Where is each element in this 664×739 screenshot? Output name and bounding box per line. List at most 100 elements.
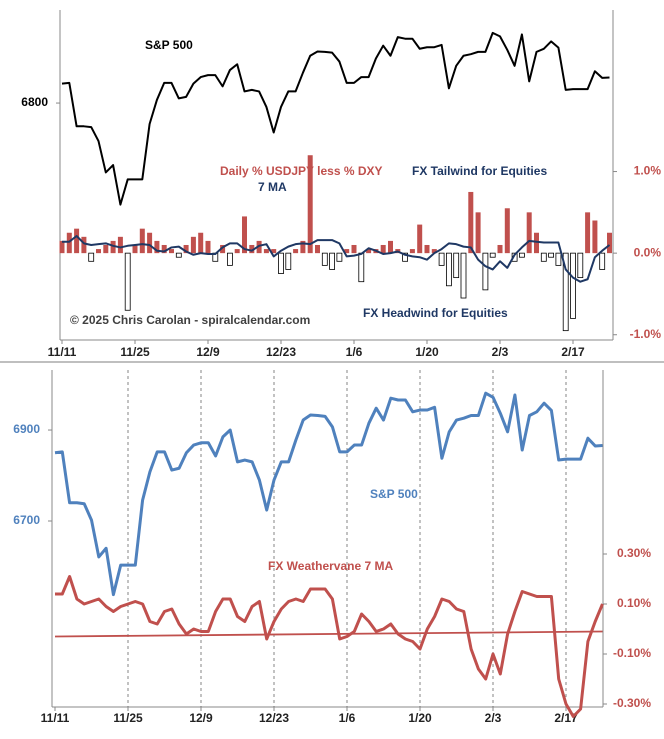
bar <box>161 244 167 254</box>
bar <box>124 252 131 311</box>
bar <box>519 252 525 258</box>
x-tick-label: 1/20 <box>408 711 432 725</box>
bar <box>453 252 460 279</box>
bar <box>132 244 138 254</box>
bar <box>190 236 196 254</box>
x-tick-label: 11/11 <box>48 345 77 359</box>
bar <box>336 252 343 262</box>
bar <box>293 249 299 254</box>
bar <box>409 249 415 254</box>
x-tick-label: 11/25 <box>113 711 143 725</box>
series-label: S&P 500 <box>145 38 193 52</box>
bar <box>555 252 562 266</box>
y2-tick-label: 0.0% <box>634 245 662 259</box>
bar <box>366 249 372 254</box>
bar <box>497 244 503 254</box>
y2-tick-label: -0.30% <box>613 696 651 710</box>
bar <box>526 212 532 254</box>
bar <box>344 249 350 254</box>
x-tick-label: 1/20 <box>415 345 439 359</box>
x-tick-label: 11/11 <box>41 711 70 725</box>
bar <box>388 240 393 254</box>
x-tick-label: 2/3 <box>485 711 502 725</box>
line-series <box>54 391 603 597</box>
bar <box>110 240 116 254</box>
bar <box>380 244 386 254</box>
x-tick-label: 2/17 <box>561 345 585 359</box>
annotation: FX Tailwind for Equities <box>412 164 547 178</box>
bar <box>242 216 247 254</box>
bar <box>169 249 174 254</box>
bar <box>329 252 336 270</box>
bar <box>198 232 204 254</box>
x-tick-label: 11/25 <box>120 345 150 359</box>
bar <box>183 244 189 254</box>
bar <box>540 252 547 262</box>
bar <box>489 252 496 258</box>
y-tick-label: 6800 <box>21 95 48 109</box>
bar <box>175 252 182 258</box>
bar <box>278 252 284 274</box>
line-series <box>62 235 611 283</box>
bar <box>285 252 292 270</box>
bar <box>585 212 591 254</box>
y-tick-label: 6700 <box>13 513 40 527</box>
bar <box>307 155 313 254</box>
x-tick-label: 2/3 <box>492 345 509 359</box>
bar <box>96 249 101 254</box>
bar <box>599 252 606 270</box>
bar <box>103 244 109 254</box>
bar <box>315 244 320 254</box>
bar <box>548 252 554 258</box>
x-tick-label: 12/23 <box>259 711 289 725</box>
y-tick-label: 6900 <box>13 422 40 436</box>
annotation: FX Headwind for Equities <box>363 306 508 320</box>
bar <box>607 232 612 254</box>
series-label: S&P 500 <box>370 487 418 501</box>
bar <box>249 244 255 254</box>
y2-tick-label: 1.0% <box>634 164 662 178</box>
bar <box>570 252 576 319</box>
bar <box>205 240 211 254</box>
x-tick-label: 12/9 <box>196 345 220 359</box>
bar <box>577 252 584 279</box>
x-tick-label: 12/9 <box>189 711 213 725</box>
bar <box>300 240 306 254</box>
series-label: FX Weathervane 7 MA <box>268 559 393 573</box>
bar <box>468 191 474 254</box>
bar <box>234 249 240 254</box>
bar <box>402 252 409 262</box>
series-label: Daily % USDJPY less % DXY <box>220 164 383 178</box>
y2-tick-label: -1.0% <box>630 327 662 341</box>
bar <box>81 236 87 254</box>
y2-tick-label: 0.30% <box>617 546 651 560</box>
bar <box>358 252 365 283</box>
bar <box>431 249 437 254</box>
bar <box>117 236 123 254</box>
bar <box>482 252 489 291</box>
x-tick-label: 1/6 <box>346 345 363 359</box>
bar <box>59 240 65 254</box>
line-series <box>55 575 604 718</box>
bar <box>147 232 153 254</box>
bar <box>475 212 481 254</box>
bar <box>220 244 226 254</box>
bar <box>534 232 539 254</box>
x-tick-label: 1/6 <box>339 711 356 725</box>
bar <box>66 232 72 254</box>
bar <box>460 252 467 299</box>
annotation: © 2025 Chris Carolan - spiralcalendar.co… <box>70 313 310 327</box>
y2-tick-label: -0.10% <box>613 646 651 660</box>
y2-tick-label: 0.10% <box>617 596 651 610</box>
bar <box>88 252 95 262</box>
bar <box>592 220 598 254</box>
x-tick-label: 12/23 <box>266 345 296 359</box>
bar <box>438 252 445 266</box>
bar <box>417 224 423 254</box>
bar <box>351 244 357 254</box>
bar <box>256 240 262 254</box>
bar <box>226 252 233 266</box>
bar <box>504 208 510 254</box>
bar <box>263 249 269 254</box>
